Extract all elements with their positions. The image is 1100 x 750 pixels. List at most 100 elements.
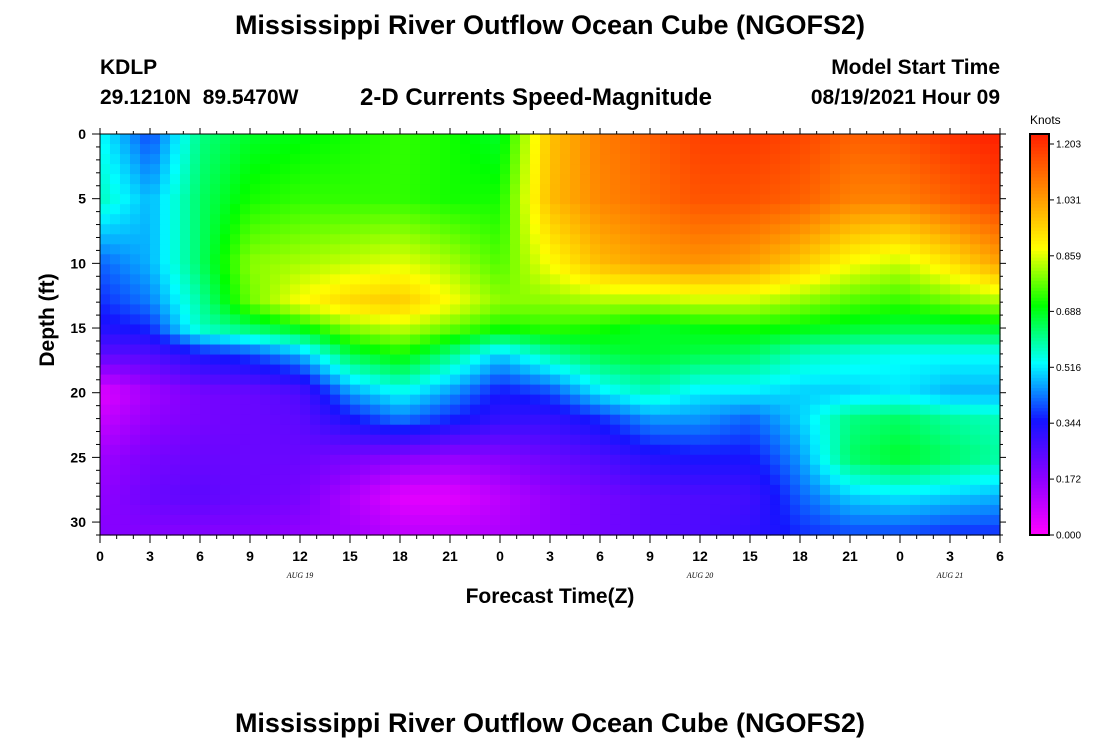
- heatmap-cell: [680, 384, 691, 396]
- heatmap-cell: [620, 324, 631, 336]
- heatmap-cell: [340, 494, 351, 506]
- heatmap-cell: [610, 144, 621, 155]
- heatmap-cell: [400, 134, 411, 145]
- heatmap-cell: [270, 174, 281, 185]
- colorbar-segment: [1030, 344, 1049, 349]
- heatmap-cell: [200, 314, 211, 326]
- heatmap-cell: [340, 224, 351, 235]
- heatmap-cell: [750, 434, 761, 446]
- heatmap-cell: [960, 474, 971, 486]
- heatmap-cell: [390, 474, 401, 486]
- heatmap-cell: [760, 144, 771, 155]
- heatmap-cell: [580, 304, 591, 316]
- heatmap-cell: [270, 424, 281, 436]
- heatmap-cell: [760, 324, 771, 336]
- heatmap-cell: [170, 284, 181, 296]
- heatmap-cell: [480, 404, 491, 416]
- heatmap-cell: [980, 394, 991, 406]
- heatmap-cell: [940, 444, 951, 456]
- heatmap-cell: [850, 224, 861, 235]
- colorbar-segment: [1030, 327, 1049, 332]
- heatmap-cell: [110, 494, 121, 506]
- heatmap-cell: [300, 504, 311, 516]
- heatmap-cell: [450, 264, 461, 275]
- heatmap-cell: [450, 234, 461, 245]
- heatmap-cell: [850, 374, 861, 386]
- heatmap-cell: [740, 524, 751, 536]
- heatmap-cell: [200, 474, 211, 486]
- heatmap-cell: [870, 404, 881, 416]
- heatmap-cell: [540, 434, 551, 446]
- heatmap-cell: [720, 184, 731, 195]
- heatmap-cell: [960, 284, 971, 296]
- heatmap-cell: [170, 174, 181, 185]
- heatmap-cell: [610, 384, 621, 396]
- heatmap-cell: [230, 194, 241, 205]
- heatmap-cell: [820, 464, 831, 476]
- heatmap-cell: [840, 324, 851, 336]
- heatmap-cell: [270, 194, 281, 205]
- heatmap-cell: [560, 324, 571, 336]
- heatmap-cell: [480, 234, 491, 245]
- heatmap-cell: [200, 254, 211, 265]
- heatmap-cell: [870, 334, 881, 346]
- heatmap-cell: [480, 134, 491, 145]
- heatmap-cell: [960, 204, 971, 215]
- heatmap-cell: [620, 374, 631, 386]
- heatmap-cell: [590, 154, 601, 165]
- heatmap-cell: [680, 424, 691, 436]
- colorbar-tick-label: 0.516: [1056, 363, 1081, 374]
- heatmap-cell: [400, 414, 411, 426]
- heatmap-cell: [710, 484, 721, 496]
- heatmap-cell: [800, 454, 811, 466]
- heatmap-cell: [210, 404, 221, 416]
- heatmap-cell: [980, 364, 991, 376]
- heatmap-cell: [730, 284, 741, 296]
- heatmap-cell: [620, 234, 631, 245]
- heatmap-cell: [610, 304, 621, 316]
- heatmap-cell: [850, 134, 861, 145]
- heatmap-cell: [460, 184, 471, 195]
- heatmap-cell: [280, 524, 291, 536]
- heatmap-cell: [480, 424, 491, 436]
- heatmap-cell: [200, 284, 211, 296]
- heatmap-cell: [880, 214, 891, 225]
- heatmap-cell: [920, 214, 931, 225]
- heatmap-cell: [700, 524, 711, 536]
- heatmap-cell: [990, 314, 1001, 326]
- heatmap-cell: [610, 414, 621, 426]
- heatmap-cell: [160, 494, 171, 506]
- heatmap-cell: [180, 444, 191, 456]
- heatmap-cell: [870, 454, 881, 466]
- heatmap-cell: [100, 274, 111, 285]
- heatmap-cell: [380, 264, 391, 275]
- heatmap-cell: [220, 264, 231, 275]
- heatmap-cell: [530, 304, 541, 316]
- heatmap-cell: [930, 194, 941, 205]
- heatmap-cell: [720, 364, 731, 376]
- heatmap-cell: [490, 204, 501, 215]
- heatmap-cell: [560, 484, 571, 496]
- heatmap-cell: [240, 354, 251, 366]
- heatmap-cell: [820, 234, 831, 245]
- heatmap-cell: [970, 284, 981, 296]
- heatmap-cell: [400, 304, 411, 316]
- heatmap-cell: [890, 374, 901, 386]
- heatmap-cell: [540, 504, 551, 516]
- heatmap-cell: [170, 504, 181, 516]
- heatmap-cell: [970, 134, 981, 145]
- heatmap-cell: [510, 444, 521, 456]
- heatmap-cell: [840, 454, 851, 466]
- heatmap-cell: [480, 394, 491, 406]
- heatmap-cell: [120, 414, 131, 426]
- heatmap-cell: [260, 324, 271, 336]
- heatmap-cell: [540, 304, 551, 316]
- heatmap-cell: [920, 254, 931, 265]
- heatmap-cell: [910, 274, 921, 285]
- heatmap-cell: [240, 304, 251, 316]
- colorbar-segment: [1030, 454, 1049, 459]
- heatmap-cell: [490, 424, 501, 436]
- heatmap-cell: [190, 274, 201, 285]
- heatmap-cell: [700, 154, 711, 165]
- heatmap-cell: [860, 454, 871, 466]
